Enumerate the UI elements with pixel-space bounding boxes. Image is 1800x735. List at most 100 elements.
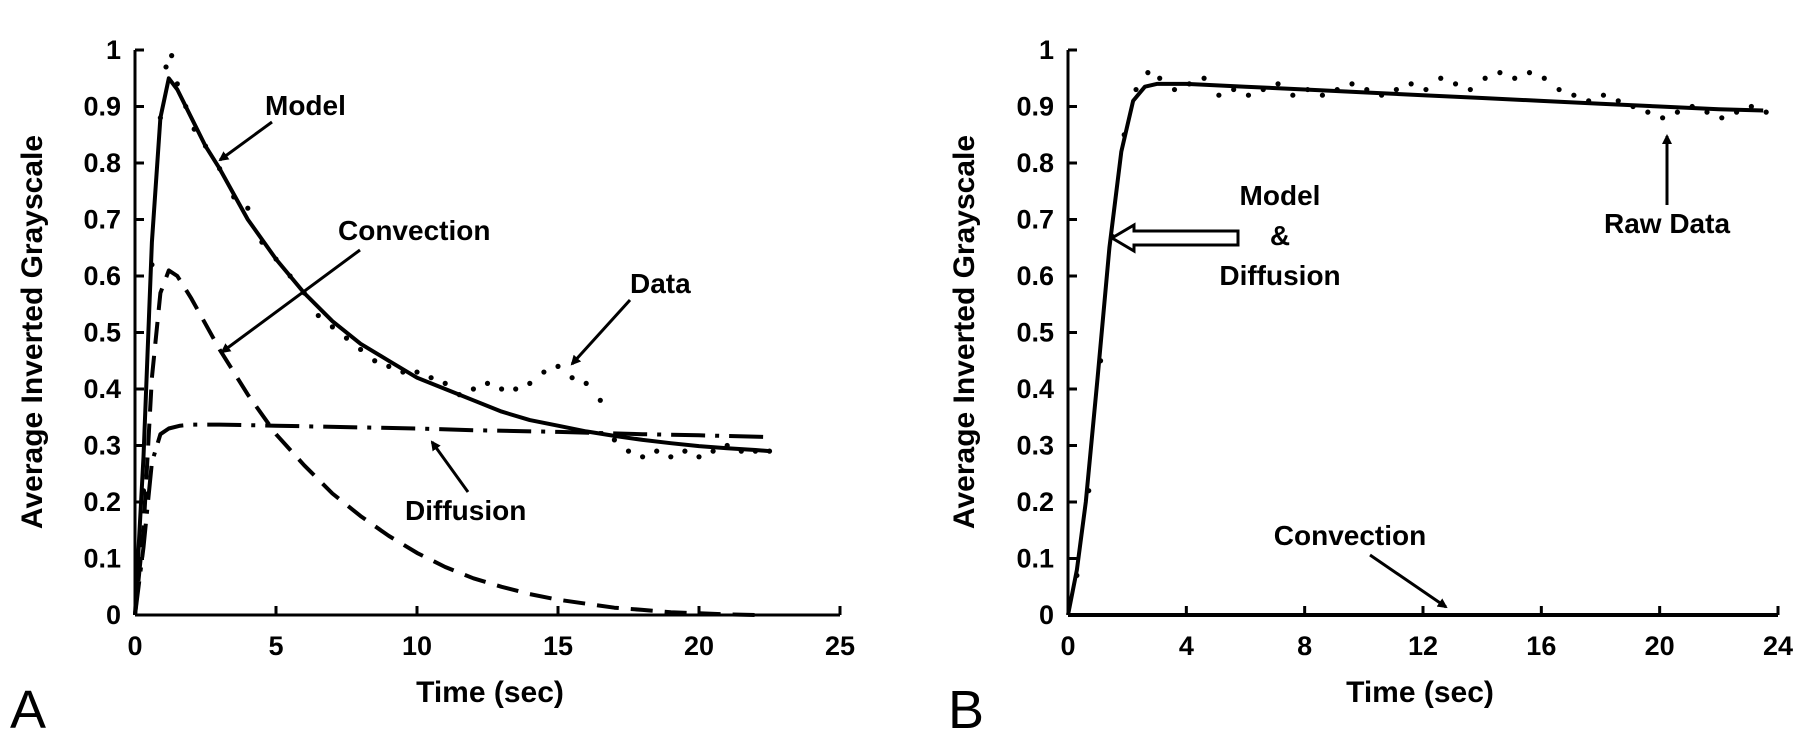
data-point	[640, 454, 646, 460]
x-tick-label: 8	[1297, 631, 1312, 661]
data-point	[1645, 109, 1651, 115]
data-point	[372, 358, 378, 364]
x-tick-label: 20	[1645, 631, 1675, 661]
data-point	[710, 448, 716, 454]
data-point	[231, 194, 237, 200]
y-tick-label: 0.5	[83, 318, 121, 348]
data-point	[1408, 81, 1414, 87]
panel-a-x-ticks: 0 5 10 15 20 25	[127, 606, 855, 661]
data-point	[1121, 132, 1127, 138]
data-point	[1586, 98, 1592, 104]
data-point	[1541, 75, 1547, 81]
series-raw-data-points	[1074, 70, 1769, 579]
data-point	[1097, 358, 1104, 364]
data-point	[1231, 86, 1237, 93]
data-point	[1674, 109, 1681, 115]
arrow-diffusion	[430, 440, 470, 493]
y-tick-label: 1	[106, 35, 121, 65]
data-point	[1719, 115, 1725, 121]
data-point	[1467, 86, 1473, 93]
data-point	[343, 335, 350, 341]
data-point	[696, 454, 702, 460]
data-point	[1393, 86, 1399, 93]
y-tick-label: 0.2	[1016, 487, 1054, 517]
data-point	[315, 312, 321, 319]
data-point	[1364, 86, 1370, 93]
data-point	[724, 442, 730, 449]
panel-a-axes	[133, 50, 840, 617]
data-point	[259, 239, 265, 245]
data-point	[766, 448, 773, 454]
annot-model: Model	[265, 90, 346, 121]
y-tick-label: 1	[1039, 35, 1054, 65]
data-point	[1334, 86, 1340, 93]
y-tick-label: 0	[1039, 600, 1054, 630]
data-point	[1748, 103, 1754, 110]
y-tick-label: 0.5	[1016, 318, 1054, 348]
data-point	[202, 143, 209, 149]
data-point	[555, 363, 561, 369]
y-tick-label: 0.3	[83, 431, 121, 461]
data-point	[287, 273, 293, 279]
panel-a-xlabel: Time (sec)	[416, 676, 564, 709]
data-point	[163, 64, 169, 70]
data-point	[169, 53, 175, 59]
series-diffusion-line	[133, 422, 770, 616]
panel-a-letter: A	[10, 680, 46, 735]
x-tick-label: 16	[1526, 631, 1556, 661]
y-tick-label: 0.2	[83, 487, 121, 517]
data-point	[1275, 81, 1281, 87]
data-point	[1423, 86, 1429, 93]
data-point	[1600, 92, 1607, 98]
data-point	[1497, 70, 1503, 76]
data-point	[157, 115, 163, 121]
data-point	[513, 386, 519, 392]
y-tick-label: 0.9	[1016, 92, 1054, 122]
x-tick-label: 24	[1763, 631, 1793, 661]
data-point	[358, 346, 364, 353]
data-point	[1556, 86, 1562, 93]
y-tick-label: 0.1	[1016, 544, 1054, 574]
x-tick-label: 10	[402, 631, 432, 661]
data-point	[1216, 92, 1222, 98]
data-point	[191, 126, 197, 132]
y-tick-label: 0.8	[1016, 148, 1054, 178]
data-point	[1763, 109, 1769, 115]
data-point	[1186, 81, 1192, 87]
panel-a-series-layer	[133, 53, 773, 617]
data-point	[1349, 81, 1355, 87]
data-point	[470, 386, 476, 392]
annot-convection: Convection	[338, 215, 490, 246]
data-point	[668, 454, 674, 460]
data-point	[1660, 115, 1666, 121]
annot-convection-b: Convection	[1274, 520, 1426, 551]
panel-a-y-ticks: 0 0.1 0.2 0.3 0.4 0.5 0.6 0.7 0.8 0.9 1	[83, 35, 144, 630]
data-point	[1245, 92, 1252, 98]
series-model-line	[133, 76, 770, 616]
panel-b-letter: B	[948, 680, 984, 735]
data-point	[1482, 75, 1488, 81]
annot-data: Data	[630, 268, 691, 299]
panel-b-x-ticks: 0 4 8 12 16 20 24	[1060, 606, 1793, 661]
panel-a-ylabel: Average Inverted Grayscale	[16, 135, 49, 529]
data-point	[738, 448, 744, 454]
annot-raw-data: Raw Data	[1604, 208, 1730, 239]
y-tick-label: 0	[106, 600, 121, 630]
data-point	[456, 392, 462, 398]
data-point	[484, 380, 491, 386]
data-point	[183, 103, 189, 110]
data-point	[1290, 92, 1296, 98]
data-point	[400, 369, 406, 375]
x-tick-label: 5	[268, 631, 283, 661]
panel-b: 0 0.1 0.2 0.3 0.4 0.5 0.6 0.7 0.8 0.9 1 0 4 8 12 16 20 2…	[948, 35, 1793, 735]
x-tick-label: 12	[1408, 631, 1438, 661]
data-point	[1512, 75, 1518, 81]
panel-b-ylabel: Average Inverted Grayscale	[948, 135, 981, 529]
y-tick-label: 0.9	[83, 92, 121, 122]
annot-and-b: &	[1270, 220, 1290, 251]
x-tick-label: 0	[127, 631, 142, 661]
y-tick-label: 0.4	[83, 374, 121, 404]
annot-diffusion-b: Diffusion	[1219, 260, 1340, 291]
data-point	[386, 363, 392, 369]
